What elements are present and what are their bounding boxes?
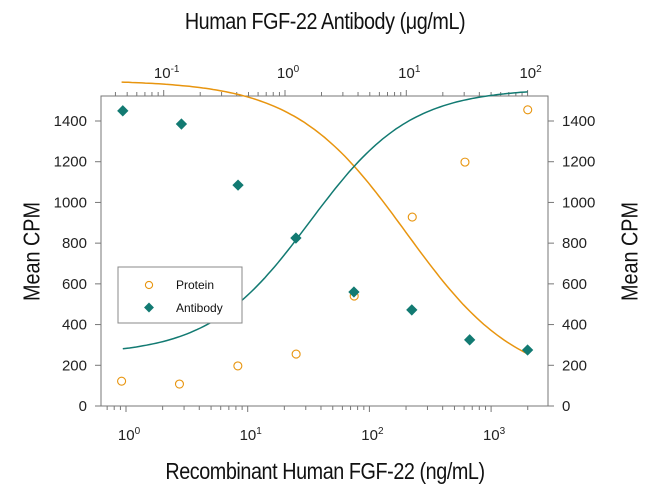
x-top-tick-label: 102	[519, 64, 542, 82]
y-right-tick-label: 200	[562, 357, 587, 374]
y-right-tick-label: 800	[562, 235, 587, 252]
fit-curves	[121, 81, 529, 355]
legend-box	[117, 266, 243, 324]
y-right-tick-label: 1200	[562, 154, 595, 171]
antibody-data-point	[175, 118, 188, 130]
x-bottom-tick-label: 102	[361, 426, 384, 444]
antibody-data-point	[348, 286, 360, 298]
x-top-tick-label: 10-1	[154, 64, 180, 82]
legend-protein-label: Protein	[176, 278, 214, 292]
protein-data-point	[523, 105, 533, 115]
x-bottom-tick-label: 101	[240, 426, 263, 444]
protein-data-point	[407, 212, 417, 222]
antibody-data-point	[117, 105, 129, 117]
protein-data-point	[233, 361, 243, 371]
protein-data-point	[117, 376, 127, 386]
legend: Protein Antibody	[117, 266, 243, 324]
protein-data-point	[174, 379, 185, 389]
antibody-data-point	[232, 179, 244, 191]
y-right-tick-label: 600	[562, 276, 587, 293]
y-left-tick-label: 400	[62, 317, 87, 334]
y-left-tick-label: 200	[62, 357, 87, 374]
antibody-data-point	[290, 232, 302, 244]
y-right-tick-label: 400	[562, 317, 587, 334]
y-left-tick-label: 1000	[54, 194, 87, 211]
x-top-tick-label: 101	[398, 64, 421, 82]
y-left-tick-label: 0	[79, 398, 87, 415]
y-right-tick-label: 0	[562, 398, 570, 415]
x-bottom-tick-label: 103	[483, 426, 506, 444]
y-right-tick-label: 1400	[562, 113, 595, 130]
antibody-data-point	[464, 334, 476, 346]
data-points	[117, 105, 534, 389]
y-right-tick-label: 1000	[562, 194, 595, 211]
x-top-tick-label: 100	[277, 64, 300, 82]
legend-antibody-label: Antibody	[176, 301, 223, 315]
y-left-tick-label: 600	[62, 276, 87, 293]
legend-antibody-marker-icon	[144, 302, 154, 313]
legend-protein-marker-icon	[144, 280, 154, 290]
antibody-data-point	[521, 344, 534, 356]
top-axis-title: Human FGF-22 Antibody (μg/mL)	[184, 8, 466, 34]
x-bottom-tick-label: 100	[118, 426, 141, 444]
y-left-tick-label: 1200	[54, 154, 87, 171]
antibody-data-point	[406, 304, 418, 316]
antibody-fit-curve	[122, 91, 528, 350]
protein-fit-curve	[121, 81, 529, 355]
plot-frame	[100, 95, 549, 407]
plot-axes: 0 0 200 200 400 400 600 600 800 800 1000 1000 1200 12…	[54, 64, 596, 444]
y-left-tick-label: 800	[62, 235, 87, 252]
bottom-axis-title: Recombinant Human FGF-22 (ng/mL)	[165, 458, 485, 484]
y-left-tick-label: 1400	[54, 113, 87, 130]
protein-data-point	[460, 157, 470, 167]
protein-data-point	[291, 349, 301, 359]
